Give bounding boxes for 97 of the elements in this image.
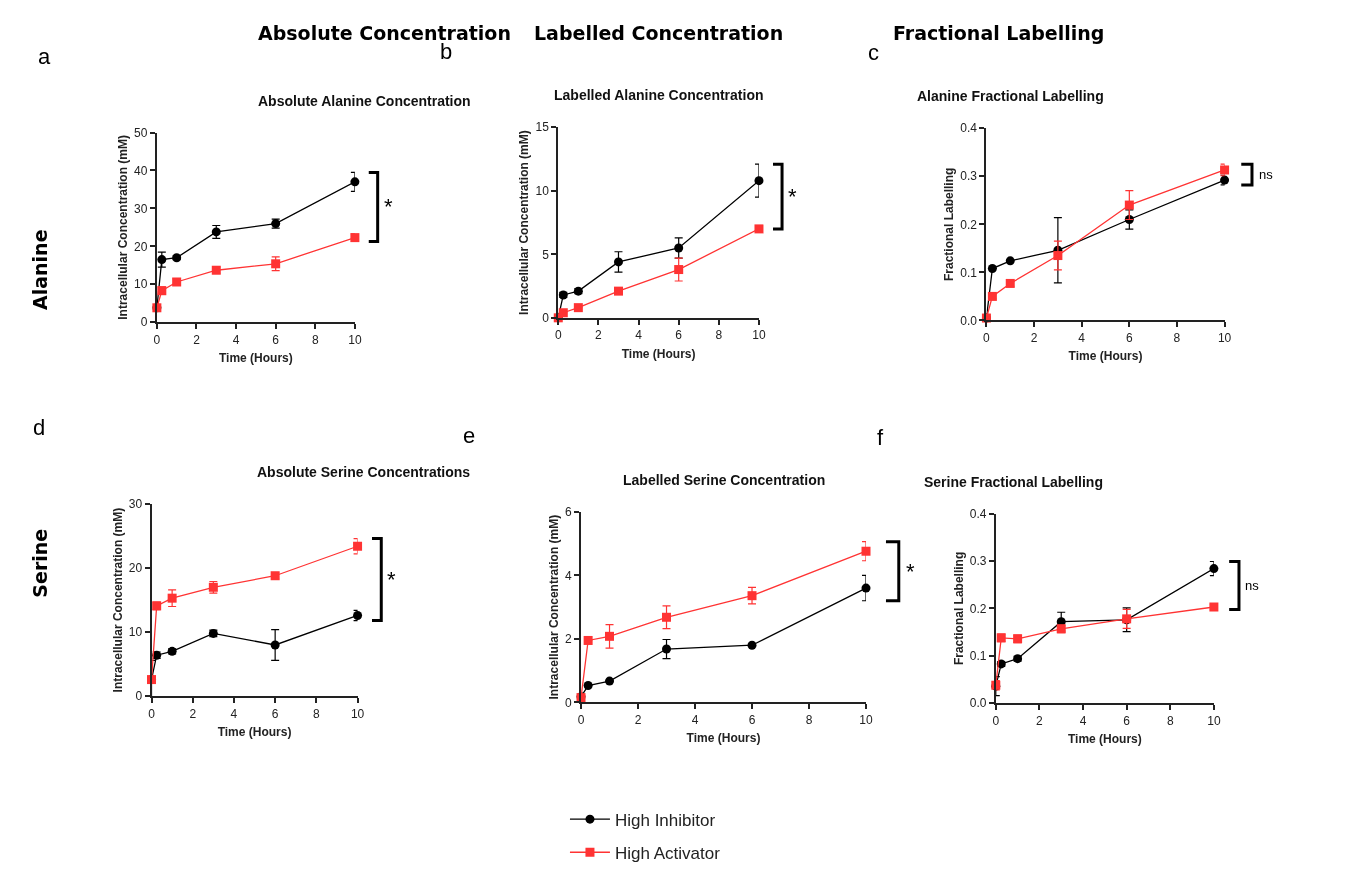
x-axis-title: Time (Hours): [621, 346, 696, 361]
y-tick-label: 40: [134, 163, 148, 178]
x-tick-label: 0: [554, 328, 562, 343]
chart-title: Absolute Alanine Concentration: [258, 93, 471, 109]
chart-title: Labelled Serine Concentration: [623, 472, 826, 488]
x-tick-label: 4: [1078, 330, 1086, 345]
y-tick-label: 0.2: [960, 217, 978, 232]
legend-label: High Activator: [614, 843, 721, 863]
x-tick-label: 2: [595, 328, 603, 343]
x-tick-label: 8: [715, 328, 723, 343]
y-tick-label: 6: [564, 505, 572, 520]
x-tick-label: 8: [311, 332, 319, 347]
y-tick-label: 0.3: [969, 554, 987, 569]
x-tick-label: 2: [1030, 330, 1038, 345]
text: d: [33, 415, 46, 440]
y-tick-label: 0.3: [960, 169, 978, 184]
chart-title: Absolute Serine Concentrations: [257, 464, 471, 480]
y-axis-title: Intracellular Concentration (mM): [517, 130, 532, 315]
y-tick-label: 4: [564, 568, 572, 583]
x-axis-title: Time (Hours): [218, 351, 293, 365]
x-tick-label: 0: [992, 713, 1000, 728]
x-tick-label: 6: [1123, 713, 1131, 728]
y-tick-label: 0.0: [969, 696, 987, 711]
text: f: [877, 425, 884, 450]
y-tick-label: 0.0: [960, 313, 978, 328]
text: ns: [1259, 167, 1274, 182]
x-tick-label: 6: [1125, 330, 1133, 345]
x-tick-label: 4: [635, 328, 643, 343]
y-tick-label: 5: [542, 247, 550, 262]
text: Alanine: [29, 229, 52, 310]
text: e: [463, 423, 476, 448]
y-tick-label: 0: [140, 315, 148, 330]
y-tick-label: 0.2: [969, 601, 987, 616]
x-tick-label: 0: [577, 712, 585, 727]
y-tick-label: 0: [542, 311, 550, 326]
chart-title: Serine Fractional Labelling: [924, 474, 1103, 490]
y-tick-label: 30: [128, 497, 143, 512]
x-tick-label: 2: [1036, 713, 1044, 728]
text: *: [788, 184, 797, 209]
x-tick-label: 2: [634, 712, 642, 727]
y-tick-label: 10: [128, 625, 143, 640]
x-tick-label: 8: [1166, 713, 1174, 728]
text: *: [906, 559, 915, 584]
x-axis-title: Time (Hours): [686, 731, 761, 746]
text: *: [384, 194, 393, 219]
x-tick-label: 4: [1079, 713, 1087, 728]
legend-label: High Inhibitor: [614, 810, 716, 830]
y-tick-label: 0.4: [969, 506, 987, 521]
y-tick-label: 50: [134, 125, 148, 140]
x-tick-label: 4: [232, 332, 240, 347]
y-axis-title: Fractional Labelling: [942, 167, 957, 281]
x-tick-label: 10: [350, 706, 365, 721]
x-tick-label: 10: [1217, 330, 1232, 345]
x-tick-label: 6: [272, 332, 280, 347]
x-tick-label: 6: [748, 712, 756, 727]
y-tick-label: 0: [135, 689, 143, 704]
text: Labelled Concentration: [534, 22, 784, 44]
x-tick-label: 4: [230, 706, 238, 721]
x-axis-title: Time (Hours): [217, 725, 292, 740]
y-tick-label: 10: [535, 184, 550, 198]
x-tick-label: 8: [1173, 330, 1181, 345]
x-tick-label: 8: [313, 706, 321, 721]
y-tick-label: 0: [564, 695, 572, 710]
y-tick-label: 2: [564, 632, 572, 647]
x-tick-label: 10: [752, 328, 766, 343]
y-tick-label: 30: [134, 201, 148, 216]
text: c: [868, 40, 879, 65]
x-tick-label: 6: [675, 328, 683, 343]
y-tick-label: 10: [134, 277, 148, 292]
y-axis-title: Intracellular Concentration (mM): [110, 507, 125, 693]
x-tick-label: 2: [189, 706, 197, 721]
x-axis-title: Time (Hours): [1067, 732, 1142, 747]
x-axis-title: Time (Hours): [1068, 349, 1143, 364]
y-axis-title: Fractional Labelling: [951, 551, 966, 666]
text: Serine: [29, 528, 52, 598]
x-tick-label: 10: [1207, 713, 1221, 728]
y-tick-label: 15: [535, 120, 550, 135]
y-tick-label: 0.4: [960, 121, 978, 136]
x-tick-label: 8: [805, 712, 813, 727]
text: Fractional Labelling: [893, 22, 1105, 44]
chart-title: Labelled Alanine Concentration: [554, 87, 764, 103]
y-axis-title: Intracellular Concentration (mM): [546, 514, 561, 700]
x-tick-label: 0: [153, 332, 161, 347]
text: a: [38, 44, 51, 69]
x-tick-label: 10: [859, 712, 873, 727]
x-tick-label: 2: [193, 332, 201, 347]
y-tick-label: 0.1: [960, 265, 978, 280]
text: ns: [1245, 578, 1260, 593]
text: *: [387, 567, 396, 592]
x-tick-label: 6: [271, 706, 279, 721]
chart-title: Alanine Fractional Labelling: [917, 88, 1104, 104]
x-tick-label: 4: [691, 712, 699, 727]
x-tick-label: 10: [348, 332, 362, 347]
y-tick-label: 0.1: [969, 649, 987, 664]
y-tick-label: 20: [134, 239, 148, 254]
y-tick-label: 20: [128, 561, 143, 576]
y-axis-title: Intracellular Concentration (mM): [115, 135, 130, 320]
